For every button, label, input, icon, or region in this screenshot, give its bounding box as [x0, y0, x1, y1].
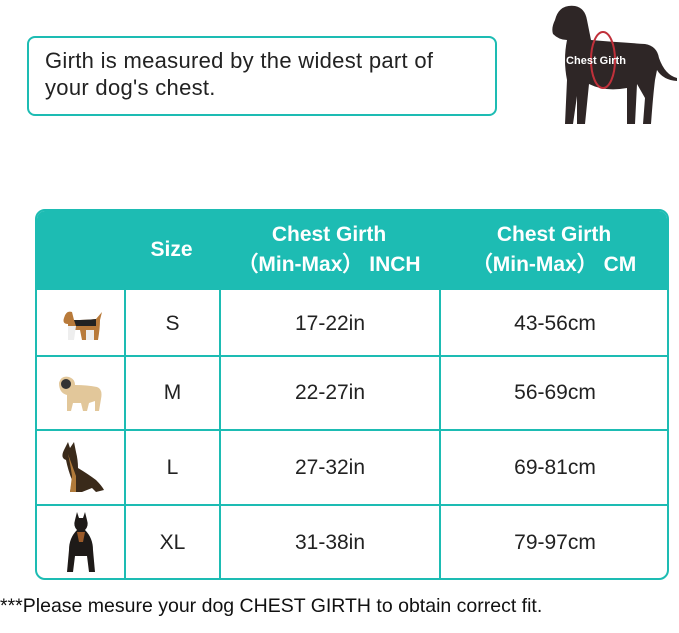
header-inch-line1: Chest Girth [271, 223, 387, 246]
fit-disclaimer: ***Please mesure your dog CHEST GIRTH to… [0, 595, 543, 617]
chest-girth-label: Chest Girth [566, 55, 626, 67]
header-size-text: Size [150, 238, 193, 261]
size-value: M [124, 357, 219, 429]
cm-value: 56-69cm [439, 357, 667, 429]
girth-note-text: Girth is measured by the widest part of … [45, 48, 434, 100]
inch-value: 17-22in [219, 290, 439, 357]
header-cm-line1: Chest Girth [496, 223, 612, 246]
cm-value: 69-81cm [439, 431, 667, 504]
table-row: L 27-32in 69-81cm [37, 429, 667, 504]
size-value: L [124, 431, 219, 504]
german-shepherd-icon [37, 431, 124, 504]
inch-value: 22-27in [219, 357, 439, 429]
cm-value: 43-56cm [439, 290, 667, 357]
pug-icon [37, 357, 124, 429]
beagle-icon [37, 290, 124, 357]
dog-chest-girth-illustration: Chest Girth [552, 5, 677, 124]
header-inch-line2: （Min-Max） INCH [237, 253, 421, 276]
header-cm-line2: （Min-Max） CM [471, 253, 637, 276]
girth-note: Girth is measured by the widest part of … [27, 36, 497, 116]
table-row: M 22-27in 56-69cm [37, 355, 667, 429]
inch-value: 31-38in [219, 506, 439, 578]
cm-value: 79-97cm [439, 506, 667, 578]
doberman-icon [37, 506, 124, 578]
header-inch: Chest Girth （Min-Max） INCH [219, 211, 439, 289]
table-row: XL 31-38in 79-97cm [37, 504, 667, 578]
table-header: Size Chest Girth （Min-Max） INCH Chest Gi… [37, 211, 667, 289]
size-value: XL [124, 506, 219, 578]
table-row: S 17-22in 43-56cm [37, 288, 667, 357]
header-size: Size [124, 211, 219, 289]
size-value: S [124, 290, 219, 357]
inch-value: 27-32in [219, 431, 439, 504]
size-chart-table: Size Chest Girth （Min-Max） INCH Chest Gi… [35, 209, 669, 580]
header-cm: Chest Girth （Min-Max） CM [439, 211, 667, 289]
